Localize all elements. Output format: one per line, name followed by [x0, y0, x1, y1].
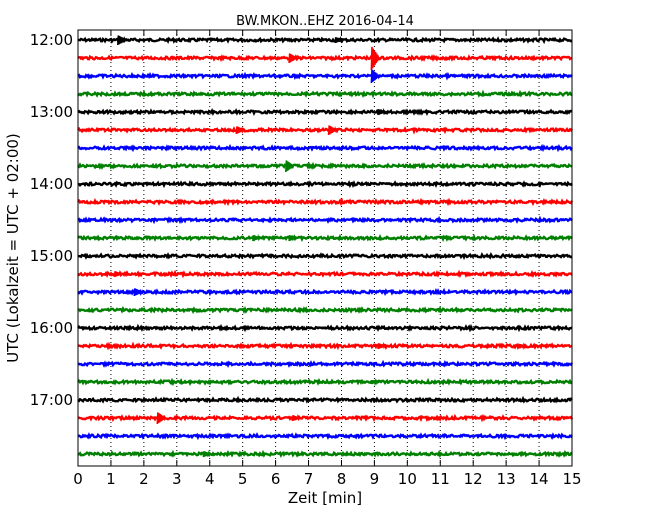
trace-16:30 — [77, 359, 574, 368]
y-tick-label: 12:00 — [30, 31, 73, 49]
x-tick-label: 13 — [497, 470, 516, 488]
y-axis: 12:00 13:00 14:00 15:00 16:00 17:00 — [30, 31, 572, 409]
trace-17:00 — [77, 395, 573, 404]
trace-13:00 — [77, 108, 573, 117]
trace-12:00 — [78, 36, 573, 45]
y-tick-label: 14:00 — [30, 175, 73, 193]
x-tick-label: 5 — [238, 470, 248, 488]
event-mark — [202, 449, 212, 458]
x-tick-label: 8 — [337, 470, 347, 488]
trace-15:45 — [77, 305, 573, 315]
trace-14:45 — [77, 233, 573, 242]
event-mark — [291, 413, 301, 422]
chart-title: BW.MKON..EHZ 2016-04-14 — [236, 14, 414, 29]
plot-frame — [77, 29, 573, 467]
trace-17:15 — [77, 413, 574, 423]
event-mark — [377, 341, 387, 350]
x-tick-label: 1 — [106, 470, 116, 488]
trace-13:30 — [77, 143, 573, 153]
trace-12:15 — [77, 53, 573, 63]
event-mark — [370, 46, 380, 71]
trace-17:30 — [77, 432, 573, 441]
x-tick-label: 12 — [464, 470, 483, 488]
trace-16:45 — [77, 377, 573, 387]
event-mark — [327, 125, 338, 136]
event-mark — [117, 35, 127, 46]
event-mark — [252, 233, 262, 242]
traces — [77, 36, 574, 459]
trace-13:45 — [77, 161, 573, 170]
event-mark — [285, 160, 295, 173]
x-tick-label: 15 — [562, 470, 581, 488]
trace-12:45 — [77, 89, 573, 99]
x-tick-label: 14 — [530, 470, 549, 488]
x-tick-label: 7 — [304, 470, 314, 488]
trace-13:15 — [77, 126, 573, 135]
trace-16:15 — [77, 341, 573, 351]
y-tick-label: 17:00 — [30, 391, 73, 409]
x-tick-label: 10 — [398, 470, 417, 488]
x-tick-label: 2 — [139, 470, 149, 488]
event-mark — [133, 288, 143, 297]
events — [113, 35, 528, 458]
event-mark — [156, 412, 166, 425]
event-mark — [288, 53, 298, 64]
trace-14:30 — [77, 215, 573, 225]
trace-17:45 — [77, 449, 573, 459]
y-tick-label: 13:00 — [30, 103, 73, 121]
event-mark — [370, 69, 380, 84]
x-tick-label: 3 — [172, 470, 182, 488]
x-tick-label: 11 — [431, 470, 450, 488]
x-axis: 0 1 2 3 4 5 6 7 8 9 10 11 12 13 14 15 — [73, 30, 582, 488]
event-mark — [113, 269, 123, 278]
event-mark — [288, 233, 298, 242]
x-axis-label: Zeit [min] — [288, 489, 362, 507]
grid — [110, 30, 540, 466]
x-tick-label: 4 — [205, 470, 215, 488]
trace-16:00 — [77, 323, 573, 333]
event-mark — [334, 35, 344, 44]
trace-15:15 — [77, 269, 573, 279]
trace-15:00 — [77, 251, 572, 261]
x-tick-label: 0 — [73, 470, 83, 488]
y-tick-label: 16:00 — [30, 319, 73, 337]
x-tick-label: 9 — [370, 470, 380, 488]
event-mark — [518, 342, 528, 351]
y-tick-label: 15:00 — [30, 247, 73, 265]
event-mark — [377, 107, 387, 116]
y-axis-label: UTC (Lokalzeit = UTC + 02:00) — [4, 133, 22, 363]
trace-15:30 — [77, 287, 573, 297]
trace-14:15 — [77, 197, 574, 207]
event-mark — [370, 378, 380, 387]
x-tick-label: 6 — [271, 470, 281, 488]
trace-12:30 — [77, 71, 573, 81]
trace-14:00 — [77, 180, 573, 189]
event-mark — [235, 126, 245, 135]
